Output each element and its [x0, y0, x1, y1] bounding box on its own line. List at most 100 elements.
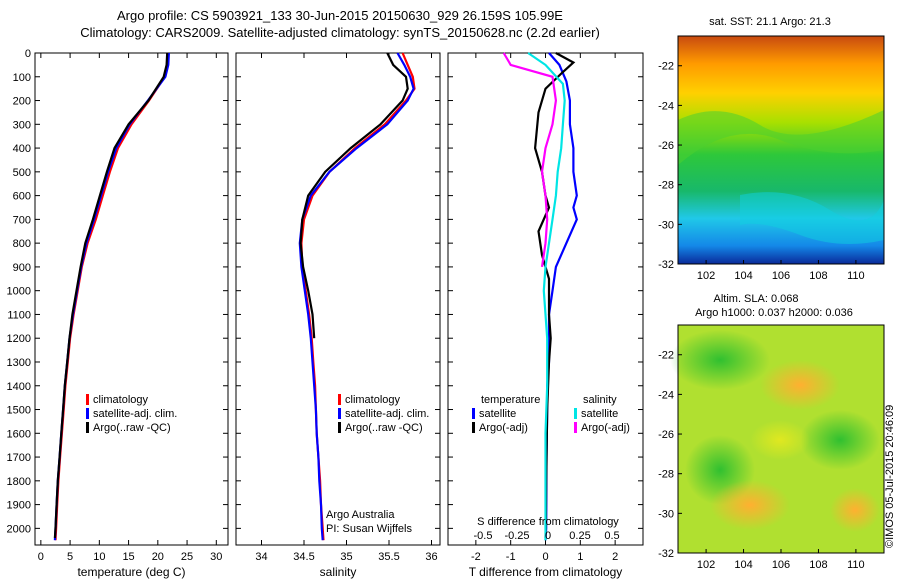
- x-tick-label: 0: [38, 551, 44, 563]
- y-tick-label: 1900: [7, 500, 31, 512]
- sla-blob: [710, 480, 790, 530]
- y-tick-label: 1400: [7, 381, 31, 393]
- legend-swatch: [472, 408, 475, 419]
- map-y-tick-label: -22: [658, 350, 674, 362]
- x-tick-label: 15: [122, 551, 134, 563]
- x-axis-label: temperature (deg C): [77, 565, 185, 579]
- legend-label: Argo(..raw -QC): [345, 422, 423, 434]
- legend-label: Argo(-adj): [581, 422, 630, 434]
- map-y-tick-label: -28: [658, 180, 674, 192]
- x-tick-label-salinity: 0: [545, 530, 551, 542]
- y-tick-label: 1800: [7, 476, 31, 488]
- y-tick-label: 900: [13, 262, 31, 274]
- plot-frame: [34, 52, 229, 546]
- legend-label: satellite-adj. clim.: [345, 408, 429, 420]
- x-tick-label: 35: [340, 551, 352, 563]
- x-tick-label-salinity: -0.5: [474, 530, 493, 542]
- legend-label: satellite: [581, 408, 618, 420]
- x-tick-label: 36: [425, 551, 437, 563]
- series-line-satellite-adj-clim-: [298, 52, 415, 541]
- sst-cyan-tongue: [740, 192, 884, 244]
- x-tick-label: 2: [612, 551, 618, 563]
- map-x-tick-label: 110: [847, 559, 865, 571]
- legend-swatch: [472, 422, 475, 433]
- x-tick-label: 0: [542, 551, 548, 563]
- y-tick-label: 500: [13, 167, 31, 179]
- x-tick-label-salinity: 0.5: [604, 530, 619, 542]
- sla-blob: [830, 488, 880, 532]
- sla-blob: [800, 410, 880, 470]
- map-x-tick-label: 106: [772, 270, 790, 282]
- series-line-salinity-argo-adj-: [502, 52, 558, 268]
- x-tick-label-salinity: 0.25: [569, 530, 590, 542]
- map-x-tick-label: 110: [847, 270, 865, 282]
- x-axis-label: salinity: [320, 565, 357, 579]
- legend-header: salinity: [583, 394, 617, 406]
- x-tick-label: 34.5: [293, 551, 314, 563]
- series-line-argo-raw-qc-: [299, 52, 409, 339]
- x-tick-label-salinity: -0.25: [504, 530, 529, 542]
- map-y-tick-label: -26: [658, 140, 674, 152]
- temperature-panel: 0 5 10 15 20 25 300100200300400500600700800900…: [7, 48, 229, 579]
- y-tick-label: 100: [13, 72, 31, 84]
- y-tick-label: 1000: [7, 286, 31, 298]
- legend-label: Argo(-adj): [479, 422, 528, 434]
- map-y-tick-label: -24: [658, 100, 674, 112]
- map-x-tick-label: 108: [809, 270, 827, 282]
- x-axis-label-top: S difference from climatology: [477, 516, 619, 528]
- legend-label: Argo(..raw -QC): [93, 422, 171, 434]
- watermark: ©IMOS 05-Jul-2015 20:46:09: [884, 405, 896, 548]
- map-x-tick-label: 104: [734, 559, 752, 571]
- legend-label: satellite-adj. clim.: [93, 408, 177, 420]
- x-tick-label: 10: [93, 551, 105, 563]
- map-x-tick-label: 102: [697, 559, 715, 571]
- series-line-salinity-satellite: [527, 52, 566, 541]
- legend-swatch: [574, 422, 577, 433]
- x-tick-label: 1: [577, 551, 583, 563]
- legend-swatch: [338, 422, 341, 433]
- y-tick-label: 800: [13, 238, 31, 250]
- y-tick-label: 600: [13, 191, 31, 203]
- legend-label: climatology: [93, 394, 149, 406]
- map-x-tick-label: 106: [772, 559, 790, 571]
- sst-green-band: [678, 110, 884, 165]
- x-tick-label: -2: [471, 551, 481, 563]
- legend-swatch: [574, 408, 577, 419]
- y-tick-label: 700: [13, 214, 31, 226]
- map-x-tick-label: 108: [809, 559, 827, 571]
- sla-blob: [750, 420, 810, 460]
- sst-map-title: sat. SST: 21.1 Argo: 21.3: [709, 16, 831, 28]
- y-tick-label: 1100: [7, 309, 31, 321]
- map-x-tick-label: 102: [697, 270, 715, 282]
- map-y-tick-label: -26: [658, 429, 674, 441]
- legend-swatch: [338, 408, 341, 419]
- legend-swatch: [86, 408, 89, 419]
- map-y-tick-label: -32: [658, 259, 674, 271]
- series-line-argo-raw-qc-: [53, 52, 169, 538]
- plot-frame: [235, 52, 441, 546]
- map-y-tick-label: -32: [658, 548, 674, 560]
- annotation-text: Argo Australia: [326, 509, 395, 521]
- x-tick-label: 20: [152, 551, 164, 563]
- x-tick-label: 5: [67, 551, 73, 563]
- annotation-text: PI: Susan Wijffels: [326, 523, 412, 535]
- legend-swatch: [338, 394, 341, 405]
- x-tick-label: 30: [210, 551, 222, 563]
- legend-swatch: [86, 394, 89, 405]
- map-y-tick-label: -28: [658, 469, 674, 481]
- legend-header: temperature: [481, 394, 540, 406]
- y-tick-label: 1600: [7, 428, 31, 440]
- map-y-tick-label: -30: [658, 508, 674, 520]
- sst-map: [677, 35, 885, 265]
- legend-label: satellite: [479, 408, 516, 420]
- x-tick-label: -1: [506, 551, 516, 563]
- y-tick-label: 0: [25, 48, 31, 60]
- x-tick-label: 34: [255, 551, 267, 563]
- legend-swatch: [86, 422, 89, 433]
- sla-blob: [670, 330, 770, 390]
- y-tick-label: 1300: [7, 357, 31, 369]
- legend-label: climatology: [345, 394, 401, 406]
- sla-map: [670, 324, 885, 554]
- x-tick-label: 25: [181, 551, 193, 563]
